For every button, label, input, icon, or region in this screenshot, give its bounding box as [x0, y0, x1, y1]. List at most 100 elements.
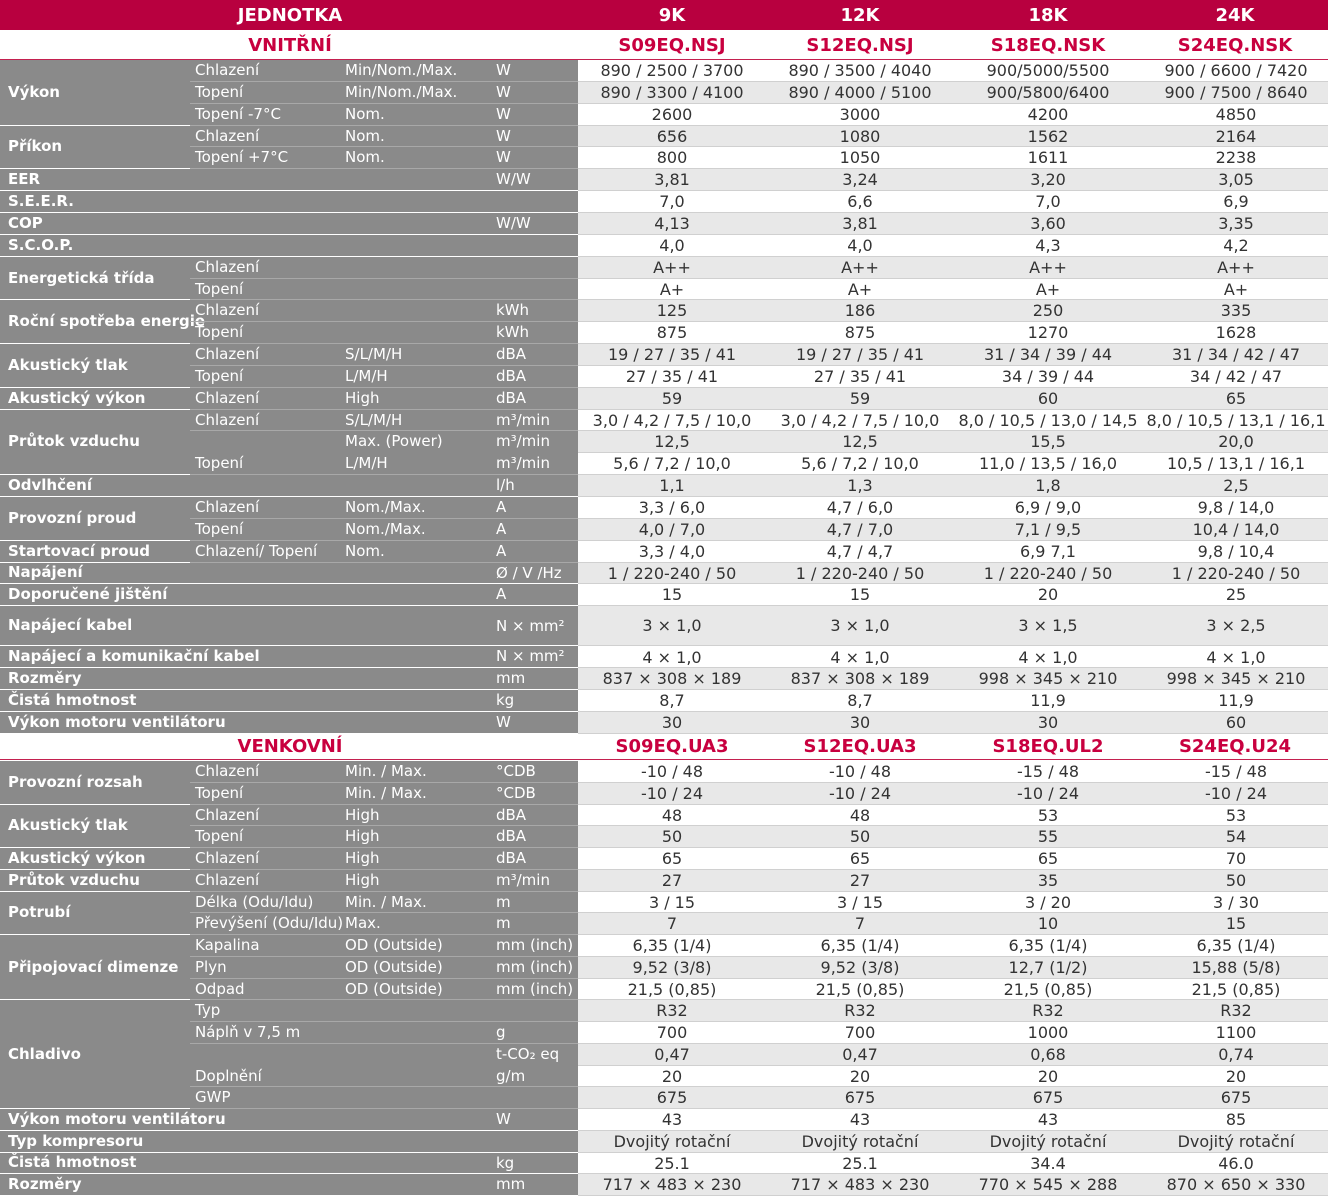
outdoor_rows-value-cell: R32	[1220, 1001, 1252, 1021]
outdoor_rows-sub-divider	[190, 912, 578, 914]
outdoor_rows-value-cell: 50	[849, 827, 871, 847]
outdoor_rows-group-bg	[0, 1000, 578, 1108]
indoor_rows-value-cell: 3,24	[842, 170, 878, 190]
outdoor_rows-value-cell: 35	[1037, 870, 1059, 890]
indoor_rows-row-divider	[578, 517, 1328, 519]
indoor_rows-value-cell: 27 / 35 / 41	[625, 366, 719, 386]
outdoor_rows-row-bg	[578, 1000, 1328, 1022]
outdoor_rows-value-cell: 53	[1037, 805, 1059, 825]
indoor_rows-group-bg	[0, 562, 578, 584]
outdoor_rows-row-divider	[578, 1108, 1328, 1109]
indoor_rows-group-label: Akustický výkon	[8, 389, 146, 407]
indoor_rows-group-bg	[0, 668, 578, 689]
indoor_rows-row-divider	[578, 539, 1328, 541]
indoor_rows-row-divider	[578, 211, 1328, 213]
indoor_rows-sub-divider	[190, 124, 578, 126]
indoor_rows-mode-label: S/L/M/H	[345, 345, 403, 364]
indoor_rows-row-divider	[578, 688, 1328, 690]
outdoor_rows-value-cell: 34.4	[1030, 1153, 1066, 1173]
outdoor_rows-sub-divider	[190, 1108, 578, 1109]
indoor_rows-sub-label: Chlazení	[195, 388, 260, 407]
indoor_rows-row-bg	[578, 689, 1328, 712]
outdoor_rows-value-cell: -15 / 48	[1016, 762, 1080, 781]
indoor_rows-row-bg	[578, 646, 1328, 669]
outdoor_rows-value-cell: 700	[656, 1023, 688, 1042]
indoor_rows-group-label: Výkon motoru ventilátoru	[8, 713, 226, 731]
indoor_rows-value-cell: 890 / 4000 / 5100	[788, 82, 932, 102]
indoor_rows-group-bg	[0, 387, 578, 409]
indoor_rows-value-cell: 2600	[651, 104, 693, 124]
indoor_rows-value-cell: A++	[653, 257, 691, 277]
outdoor_rows-value-cell: Dvojitý rotační	[1177, 1131, 1295, 1151]
outdoor_rows-group-label: Typ kompresoru	[8, 1132, 144, 1150]
outdoor_rows-value-cell: Dvojitý rotační	[801, 1131, 919, 1151]
indoor_rows-value-cell: 30	[661, 712, 683, 732]
indoor_rows-row-bg	[578, 518, 1328, 541]
outdoor_rows-row-bg	[578, 1087, 1328, 1109]
outdoor_rows-value-cell: 20	[1225, 1066, 1247, 1086]
indoor_rows-value-cell: 4,7 / 6,0	[826, 498, 894, 517]
outdoor_rows-sub-label: Plyn	[195, 957, 227, 976]
indoor_rows-value-cell: 3,60	[1030, 213, 1066, 233]
outdoor_rows-value-cell: 20	[661, 1066, 683, 1086]
outdoor_rows-value-cell: 7	[854, 914, 866, 934]
outdoor_rows-sub-label: Topení	[195, 827, 244, 846]
indoor_rows-sub-divider	[190, 364, 578, 366]
outdoor_rows-unit-label: °CDB	[496, 762, 536, 780]
indoor_rows-value-cell: 3,35	[1218, 213, 1254, 233]
indoor_rows-value-cell: 4,13	[654, 213, 690, 233]
indoor_rows-value-cell: 1050	[839, 148, 881, 168]
outdoor_rows-sub-label: Odpad	[195, 979, 245, 998]
outdoor_rows-unit-label: dBA	[496, 849, 527, 867]
indoor_rows-value-cell: 12,5	[842, 432, 878, 452]
outdoor_rows-sub-divider	[190, 781, 578, 783]
outdoor_rows-row-divider	[578, 934, 1328, 935]
outdoor_rows-mode-label: Max.	[345, 914, 381, 933]
indoor_rows-mode-label: Min/Nom./Max.	[345, 61, 458, 79]
indoor_rows-row-divider	[578, 124, 1328, 126]
outdoor_rows-value-cell: 6,35 (1/4)	[1196, 936, 1276, 955]
indoor_rows-value-cell: 2164	[1215, 126, 1257, 146]
outdoor_rows-value-cell: 700	[844, 1023, 876, 1042]
outdoor_rows-value-cell: -10 / 24	[1016, 783, 1080, 803]
indoor_rows-sub-divider	[190, 277, 578, 279]
outdoor_rows-row-divider	[578, 1173, 1328, 1175]
indoor_rows-mode-label: Nom.	[345, 126, 385, 145]
indoor_rows-value-cell: 875	[656, 323, 688, 343]
outdoor_rows-value-cell: 15	[1225, 914, 1247, 934]
outdoor_rows-value-cell: 21,5 (0,85)	[627, 979, 717, 999]
indoor_rows-value-cell: 3,05	[1218, 170, 1254, 190]
indoor_rows-row-divider	[578, 190, 1328, 192]
indoor_rows-row-divider	[578, 583, 1328, 585]
indoor_rows-row-bg	[578, 497, 1328, 519]
indoor_rows-group-label: COP	[8, 214, 43, 232]
outdoor_rows-row-divider	[578, 803, 1328, 805]
outdoor_rows-unit-label: mm	[496, 1175, 526, 1194]
indoor_rows-mode-label: High	[345, 388, 380, 407]
outdoor_rows-value-cell: 50	[661, 827, 683, 847]
indoor_rows-group-divider	[0, 688, 578, 690]
indoor_rows-unit-label: m³/min	[496, 410, 550, 429]
outdoor_rows-unit-label: g/m	[496, 1066, 526, 1085]
outdoor_rows-value-cell: 27	[849, 870, 871, 890]
indoor_rows-value-cell: 5,6 / 7,2 / 10,0	[801, 454, 919, 474]
outdoor_rows-group-bg	[0, 935, 578, 1000]
indoor_rows-unit-label: W/W	[496, 170, 531, 189]
outdoor_rows-sub-label: Chlazení	[195, 762, 260, 780]
indoor_rows-sub-divider	[190, 343, 578, 345]
indoor_rows-value-cell: 8,7	[659, 690, 685, 710]
indoor_rows-sub-label: Chlazení	[195, 345, 260, 364]
indoor_rows-value-cell: 1 / 220-240 / 50	[607, 563, 737, 583]
indoor_rows-value-cell: 1,1	[659, 476, 685, 496]
outdoor_rows-unit-label: W	[496, 1110, 511, 1128]
outdoor_rows-value-cell: 10	[1037, 914, 1059, 934]
indoor_rows-group-bg	[0, 409, 578, 475]
outdoor_rows-sub-divider	[190, 934, 578, 935]
indoor_rows-sub-divider	[190, 517, 578, 519]
indoor_rows-sub-label: Chlazení	[195, 61, 260, 79]
indoor_rows-row-bg	[578, 475, 1328, 497]
capacity-12k: 12K	[840, 5, 880, 26]
outdoor_rows-value-cell: 770 × 545 × 288	[978, 1175, 1118, 1195]
indoor_rows-unit-label: m³/min	[496, 454, 550, 473]
indoor_rows-group-bg	[0, 646, 578, 668]
